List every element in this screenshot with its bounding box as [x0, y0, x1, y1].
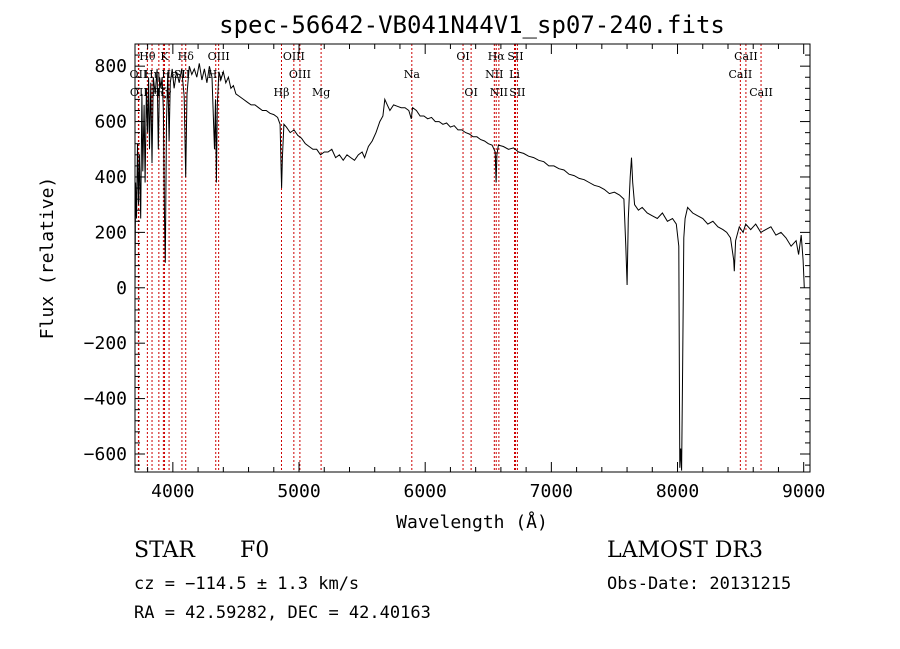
line-label: Hγ — [208, 68, 225, 81]
line-label: SII — [509, 86, 525, 99]
chart-title: spec-56642-VB041N44V1_sp07-240.fits — [219, 11, 725, 39]
y-tick-label: 400 — [94, 167, 127, 188]
y-axis-label: Flux (relative) — [37, 177, 58, 340]
line-label: CaII — [734, 50, 758, 63]
line-label: Hη — [144, 68, 160, 81]
x-axis: 4000 5000 6000 7000 8000 9000 — [147, 44, 825, 502]
line-label: OII — [130, 86, 148, 99]
line-label: Hθ — [139, 50, 156, 63]
y-tick-label: −400 — [84, 389, 127, 410]
line-label: NII — [490, 86, 508, 99]
spectral-line-markers — [137, 44, 762, 472]
line-label: OIII — [283, 50, 305, 63]
x-tick-label: 5000 — [277, 481, 320, 502]
line-label: OIII — [289, 68, 311, 81]
line-label: OII — [130, 68, 148, 81]
y-axis: −600 −400 −200 0 200 400 600 800 — [84, 54, 810, 466]
x-tick-label: 8000 — [656, 481, 699, 502]
redshift-text: cz = −114.5 ± 1.3 km/s — [134, 574, 360, 594]
line-label: NII — [485, 68, 503, 81]
plot-frame — [134, 43, 811, 473]
y-tick-label: −200 — [84, 333, 127, 354]
x-tick-label: 9000 — [782, 481, 825, 502]
x-tick-label: 6000 — [404, 481, 447, 502]
y-tick-label: 800 — [94, 56, 127, 77]
line-label: SII — [174, 68, 190, 81]
x-axis-label: Wavelength (Å) — [396, 511, 548, 533]
line-label: Na — [404, 68, 421, 81]
line-label: Hδ — [178, 50, 195, 63]
line-label: CaII — [729, 68, 753, 81]
line-label: Mg — [312, 86, 330, 99]
line-label: OI — [464, 86, 477, 99]
line-label: OI — [456, 50, 469, 63]
line-label: Li — [509, 68, 520, 81]
x-tick-label: 4000 — [151, 481, 194, 502]
y-tick-label: −600 — [84, 444, 127, 465]
obs-date: Obs-Date: 20131215 — [607, 574, 792, 594]
object-subclass: F0 — [240, 538, 270, 563]
line-label: K — [160, 50, 169, 63]
spectrum-line — [134, 63, 805, 471]
line-label: Hβ — [274, 86, 290, 99]
y-tick-label: 600 — [94, 112, 127, 133]
line-label: SII — [507, 50, 523, 63]
object-class: STAR — [134, 538, 195, 563]
x-tick-label: 7000 — [530, 481, 573, 502]
line-label: Hγ — [155, 86, 172, 99]
survey-name: LAMOST DR3 — [607, 538, 763, 563]
line-label: Hζ — [151, 86, 167, 99]
line-label: Hε — [161, 68, 177, 81]
line-label: CaII — [749, 86, 773, 99]
y-tick-label: 0 — [116, 278, 127, 299]
y-tick-label: 200 — [94, 222, 127, 243]
line-label: Hα — [488, 50, 506, 63]
line-label: OIII — [208, 50, 230, 63]
coordinates: RA = 42.59282, DEC = 42.40163 — [134, 603, 431, 623]
